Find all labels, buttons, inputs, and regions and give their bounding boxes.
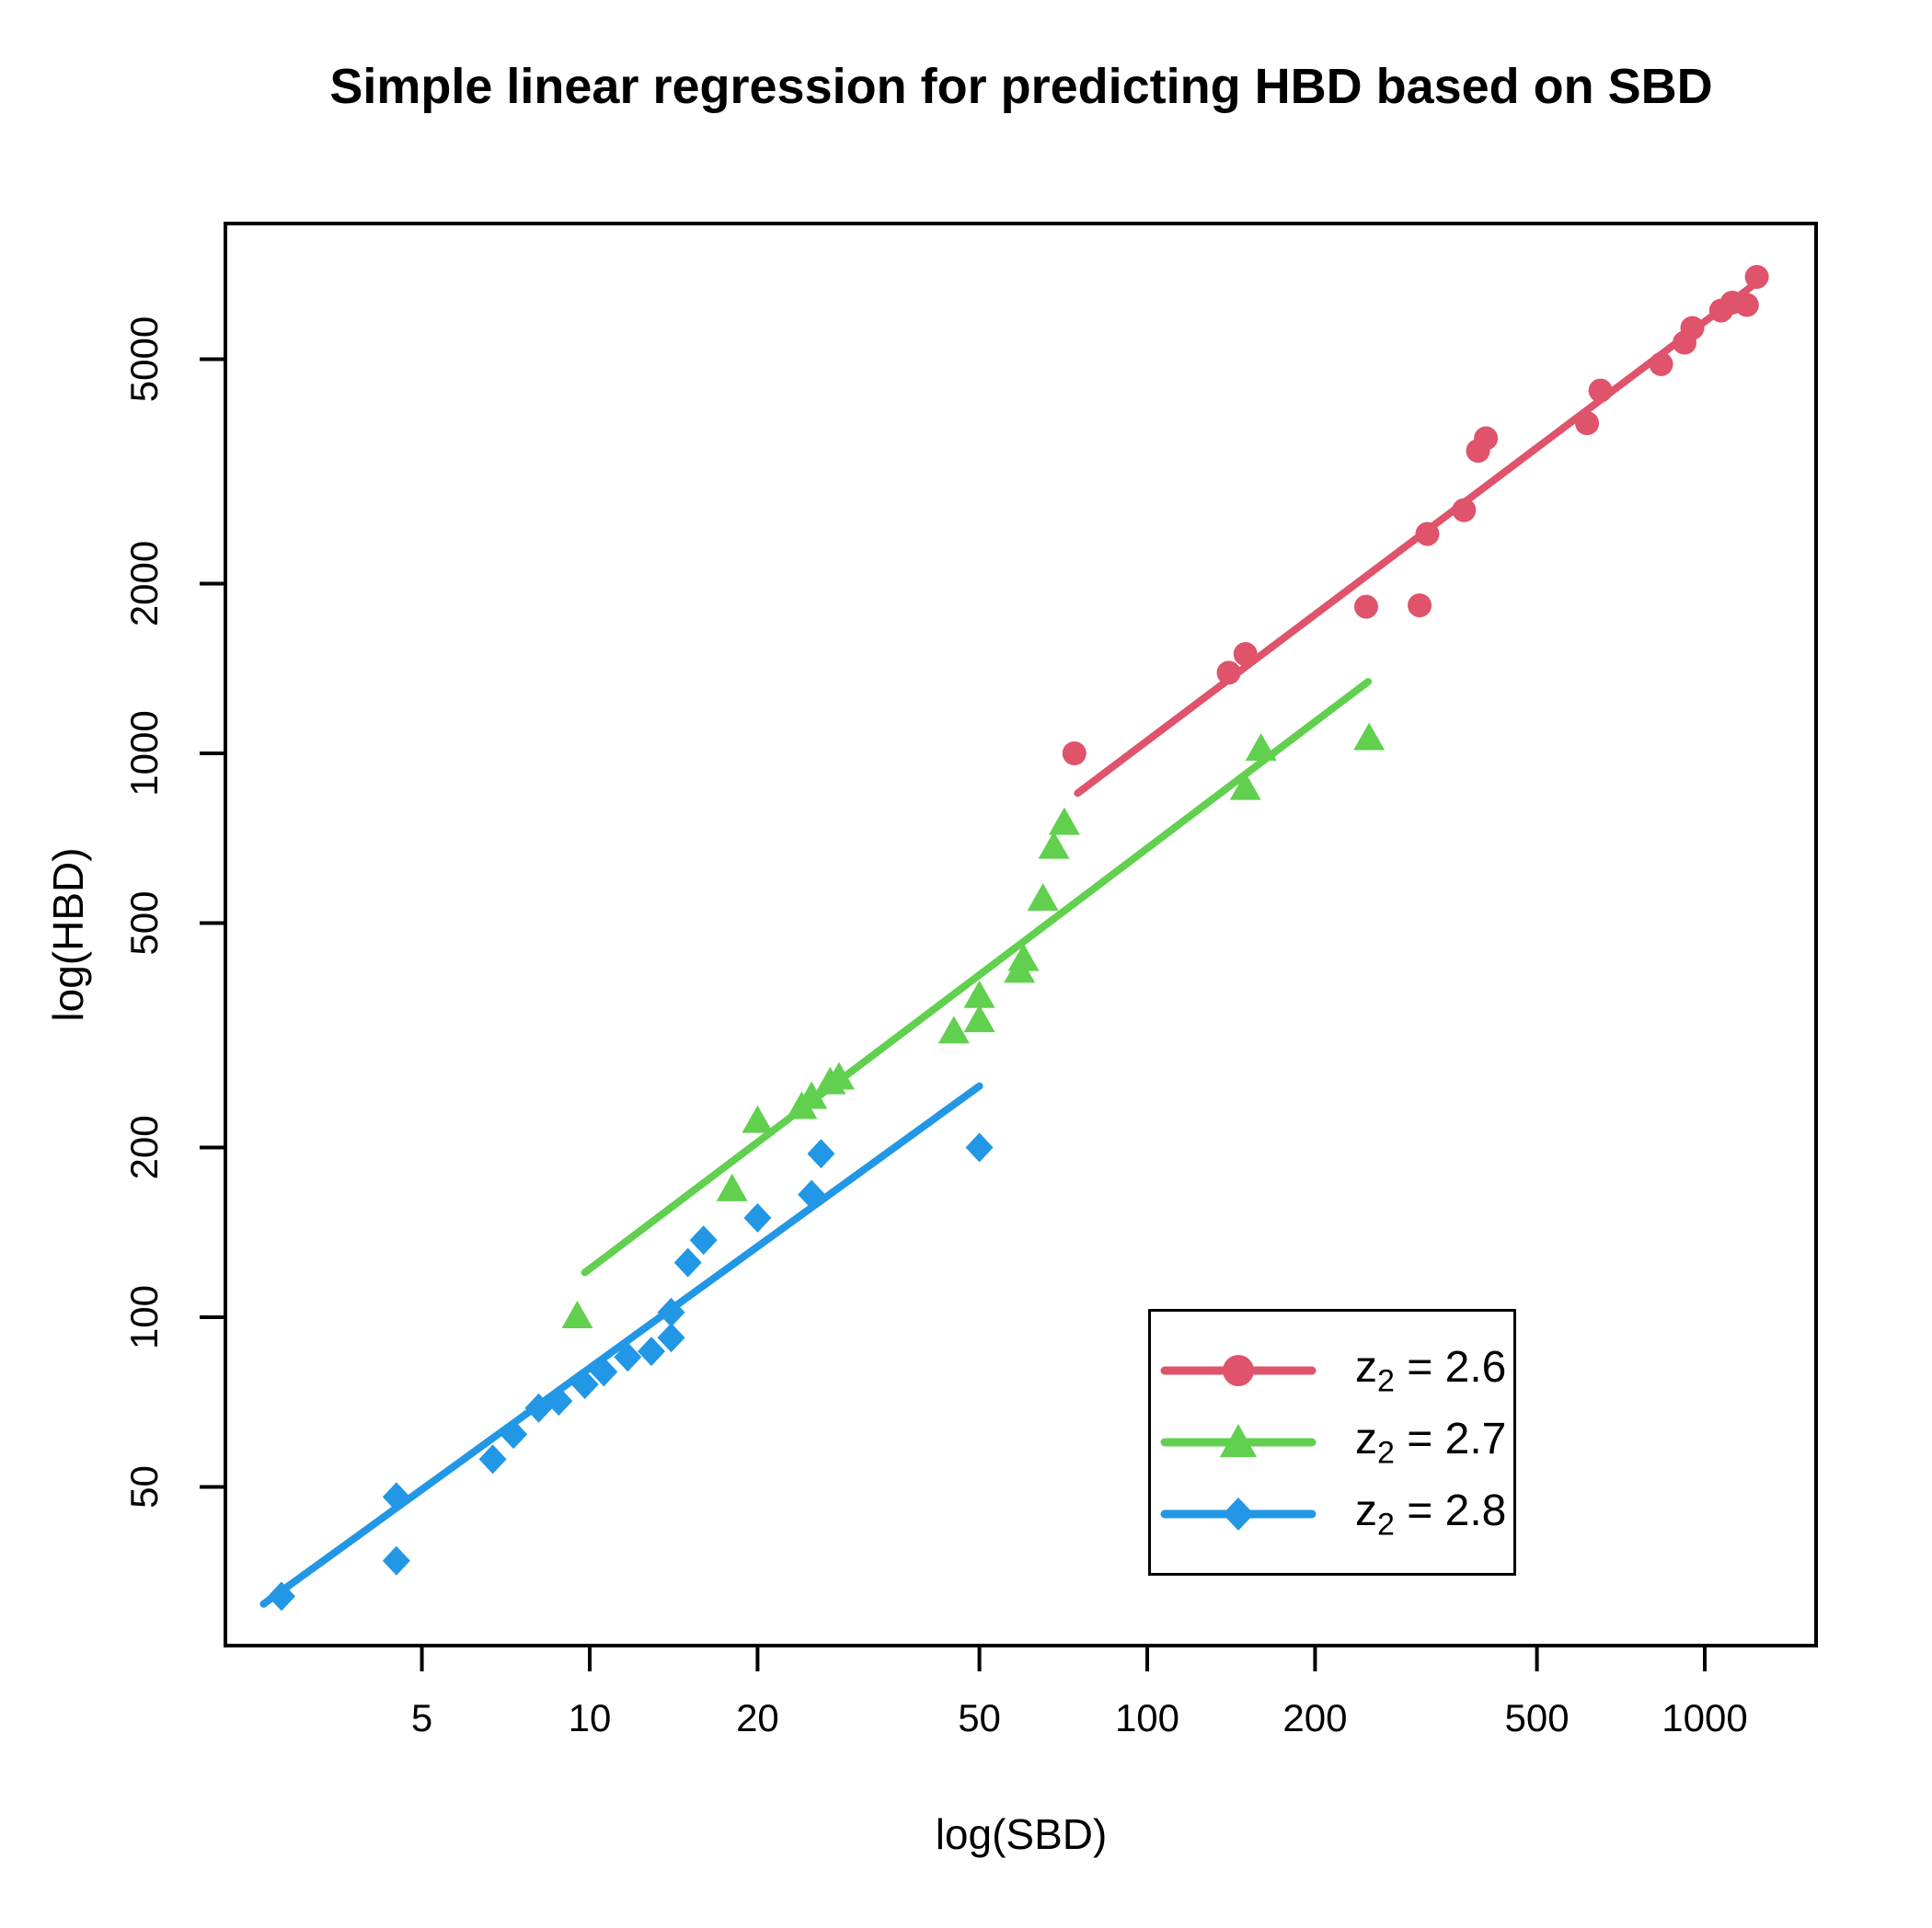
data-point-circle bbox=[1216, 660, 1241, 685]
data-point-triangle bbox=[1245, 733, 1277, 762]
data-point-diamond bbox=[807, 1139, 835, 1169]
plot-box bbox=[224, 222, 1818, 1647]
diamond-marker-icon bbox=[1223, 1498, 1254, 1531]
data-point-triangle bbox=[1048, 807, 1080, 835]
data-point-diamond bbox=[657, 1323, 685, 1353]
triangle-marker-icon bbox=[1220, 1424, 1257, 1457]
data-point-circle bbox=[1649, 351, 1673, 376]
y-tick-label: 5000 bbox=[122, 316, 166, 402]
x-tick-label: 10 bbox=[569, 1696, 612, 1739]
data-point-diamond bbox=[500, 1419, 528, 1450]
legend-key-triangle bbox=[1160, 1424, 1317, 1457]
fit-line bbox=[581, 678, 1373, 1277]
data-point-triangle bbox=[796, 1081, 828, 1109]
x-axis-label: log(SBD) bbox=[936, 1810, 1108, 1858]
data-point-diamond bbox=[590, 1357, 618, 1387]
data-point-diamond bbox=[798, 1179, 826, 1210]
data-point-circle bbox=[1680, 316, 1705, 340]
x-tick-label: 5 bbox=[411, 1696, 432, 1739]
fit-line bbox=[1074, 280, 1759, 798]
y-tick-label: 100 bbox=[122, 1285, 166, 1349]
legend-label: z2 = 2.6 bbox=[1355, 1342, 1507, 1399]
data-point-triangle bbox=[1027, 883, 1059, 912]
data-point-triangle bbox=[963, 980, 995, 1008]
fit-line bbox=[259, 1082, 983, 1608]
y-tick-label: 200 bbox=[122, 1115, 166, 1179]
circle-marker-icon bbox=[1223, 1355, 1254, 1386]
data-point-diamond bbox=[545, 1386, 573, 1417]
data-point-circle bbox=[1062, 741, 1087, 765]
legend-key-circle bbox=[1160, 1355, 1317, 1386]
data-point-diamond bbox=[689, 1225, 718, 1256]
data-point-circle bbox=[1408, 593, 1432, 618]
y-tick-label: 500 bbox=[122, 890, 166, 955]
legend-item-z2-2.8: z2 = 2.8 bbox=[1160, 1486, 1513, 1543]
legend-label: z2 = 2.8 bbox=[1355, 1486, 1507, 1543]
series-layer bbox=[259, 264, 1769, 1612]
data-point-diamond bbox=[743, 1203, 772, 1234]
data-point-circle bbox=[1575, 411, 1600, 436]
x-tick-label: 500 bbox=[1505, 1696, 1570, 1739]
data-point-triangle bbox=[963, 1004, 995, 1033]
legend-label: z2 = 2.7 bbox=[1355, 1414, 1507, 1471]
x-axis: 5 10 20 50 100 200 500 1000 bbox=[411, 1646, 1748, 1739]
y-tick-label: 1000 bbox=[122, 710, 166, 796]
data-point-triangle bbox=[561, 1301, 593, 1328]
y-axis: 50 100 200 500 1000 2000 5000 bbox=[122, 316, 225, 1509]
series-triangle bbox=[561, 678, 1386, 1328]
x-tick-label: 100 bbox=[1115, 1696, 1179, 1739]
data-point-diamond bbox=[382, 1545, 410, 1576]
data-point-circle bbox=[1744, 264, 1769, 289]
y-axis-label: log(HBD) bbox=[44, 847, 92, 1021]
data-point-diamond bbox=[638, 1337, 666, 1367]
data-point-triangle bbox=[716, 1173, 748, 1201]
x-tick-label: 50 bbox=[958, 1696, 1001, 1739]
data-point-circle bbox=[1474, 426, 1499, 451]
data-point-diamond bbox=[673, 1247, 702, 1278]
data-point-circle bbox=[1353, 594, 1378, 619]
data-point-circle bbox=[1452, 498, 1477, 522]
data-point-diamond bbox=[570, 1370, 599, 1400]
data-point-triangle bbox=[822, 1062, 855, 1090]
series-diamond bbox=[259, 1082, 994, 1612]
series-circle bbox=[1062, 264, 1769, 798]
data-point-triangle bbox=[1007, 943, 1040, 971]
data-point-circle bbox=[1588, 378, 1613, 403]
data-point-circle bbox=[1734, 293, 1759, 317]
data-point-circle bbox=[1233, 642, 1258, 667]
plot-title: Simple linear regression for predicting … bbox=[329, 59, 1712, 114]
data-point-triangle bbox=[1353, 722, 1386, 751]
data-point-diamond bbox=[382, 1482, 410, 1512]
data-point-triangle bbox=[1038, 831, 1070, 859]
x-tick-label: 1000 bbox=[1662, 1696, 1747, 1739]
y-tick-label: 2000 bbox=[122, 541, 166, 626]
data-point-diamond bbox=[657, 1297, 685, 1327]
data-point-diamond bbox=[614, 1342, 642, 1372]
legend-item-z2-2.7: z2 = 2.7 bbox=[1160, 1414, 1513, 1471]
y-tick-label: 50 bbox=[122, 1465, 166, 1509]
data-point-diamond bbox=[267, 1581, 295, 1612]
x-tick-label: 200 bbox=[1282, 1696, 1347, 1739]
legend: z2 = 2.6 z2 = 2.7 z2 = 2.8 bbox=[1148, 1309, 1516, 1576]
data-point-diamond bbox=[478, 1444, 507, 1475]
legend-key-diamond bbox=[1160, 1498, 1317, 1531]
data-point-triangle bbox=[1229, 772, 1261, 800]
data-point-triangle bbox=[937, 1016, 970, 1044]
x-tick-label: 20 bbox=[736, 1696, 779, 1739]
data-point-triangle bbox=[742, 1105, 774, 1133]
data-point-circle bbox=[1415, 522, 1440, 546]
data-point-diamond bbox=[965, 1132, 994, 1163]
legend-item-z2-2.6: z2 = 2.6 bbox=[1160, 1342, 1513, 1399]
